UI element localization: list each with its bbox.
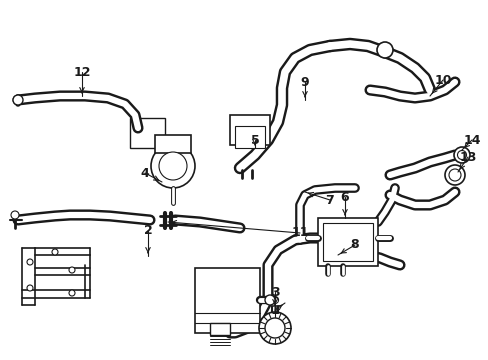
Text: 8: 8 <box>350 239 359 252</box>
Circle shape <box>444 165 464 185</box>
Circle shape <box>159 152 186 180</box>
Text: 7: 7 <box>325 194 334 207</box>
Circle shape <box>27 285 33 291</box>
Text: 14: 14 <box>462 134 480 147</box>
Circle shape <box>13 95 23 105</box>
Circle shape <box>259 312 290 344</box>
Circle shape <box>457 150 466 159</box>
Bar <box>323 223 372 261</box>
Circle shape <box>69 267 75 273</box>
Text: 12: 12 <box>73 66 91 78</box>
Circle shape <box>376 42 392 58</box>
Text: 2: 2 <box>143 224 152 237</box>
Circle shape <box>264 318 285 338</box>
Bar <box>130 118 164 148</box>
Circle shape <box>453 147 469 163</box>
Circle shape <box>27 259 33 265</box>
Bar <box>229 115 269 145</box>
Text: 13: 13 <box>458 150 476 163</box>
Text: 11: 11 <box>291 226 308 239</box>
Circle shape <box>264 295 274 305</box>
Bar <box>235 126 264 148</box>
Circle shape <box>52 249 58 255</box>
Bar <box>209 323 229 335</box>
Text: 10: 10 <box>433 73 451 86</box>
Bar <box>317 218 377 266</box>
Circle shape <box>69 290 75 296</box>
Circle shape <box>448 169 460 181</box>
Circle shape <box>151 144 195 188</box>
Text: 1: 1 <box>270 303 279 316</box>
Text: 5: 5 <box>250 134 259 147</box>
Bar <box>155 135 191 153</box>
Text: 3: 3 <box>270 285 279 298</box>
Bar <box>195 268 260 333</box>
Circle shape <box>11 211 19 219</box>
Text: 9: 9 <box>300 76 309 89</box>
Text: 4: 4 <box>141 166 149 180</box>
Text: 6: 6 <box>340 190 348 203</box>
